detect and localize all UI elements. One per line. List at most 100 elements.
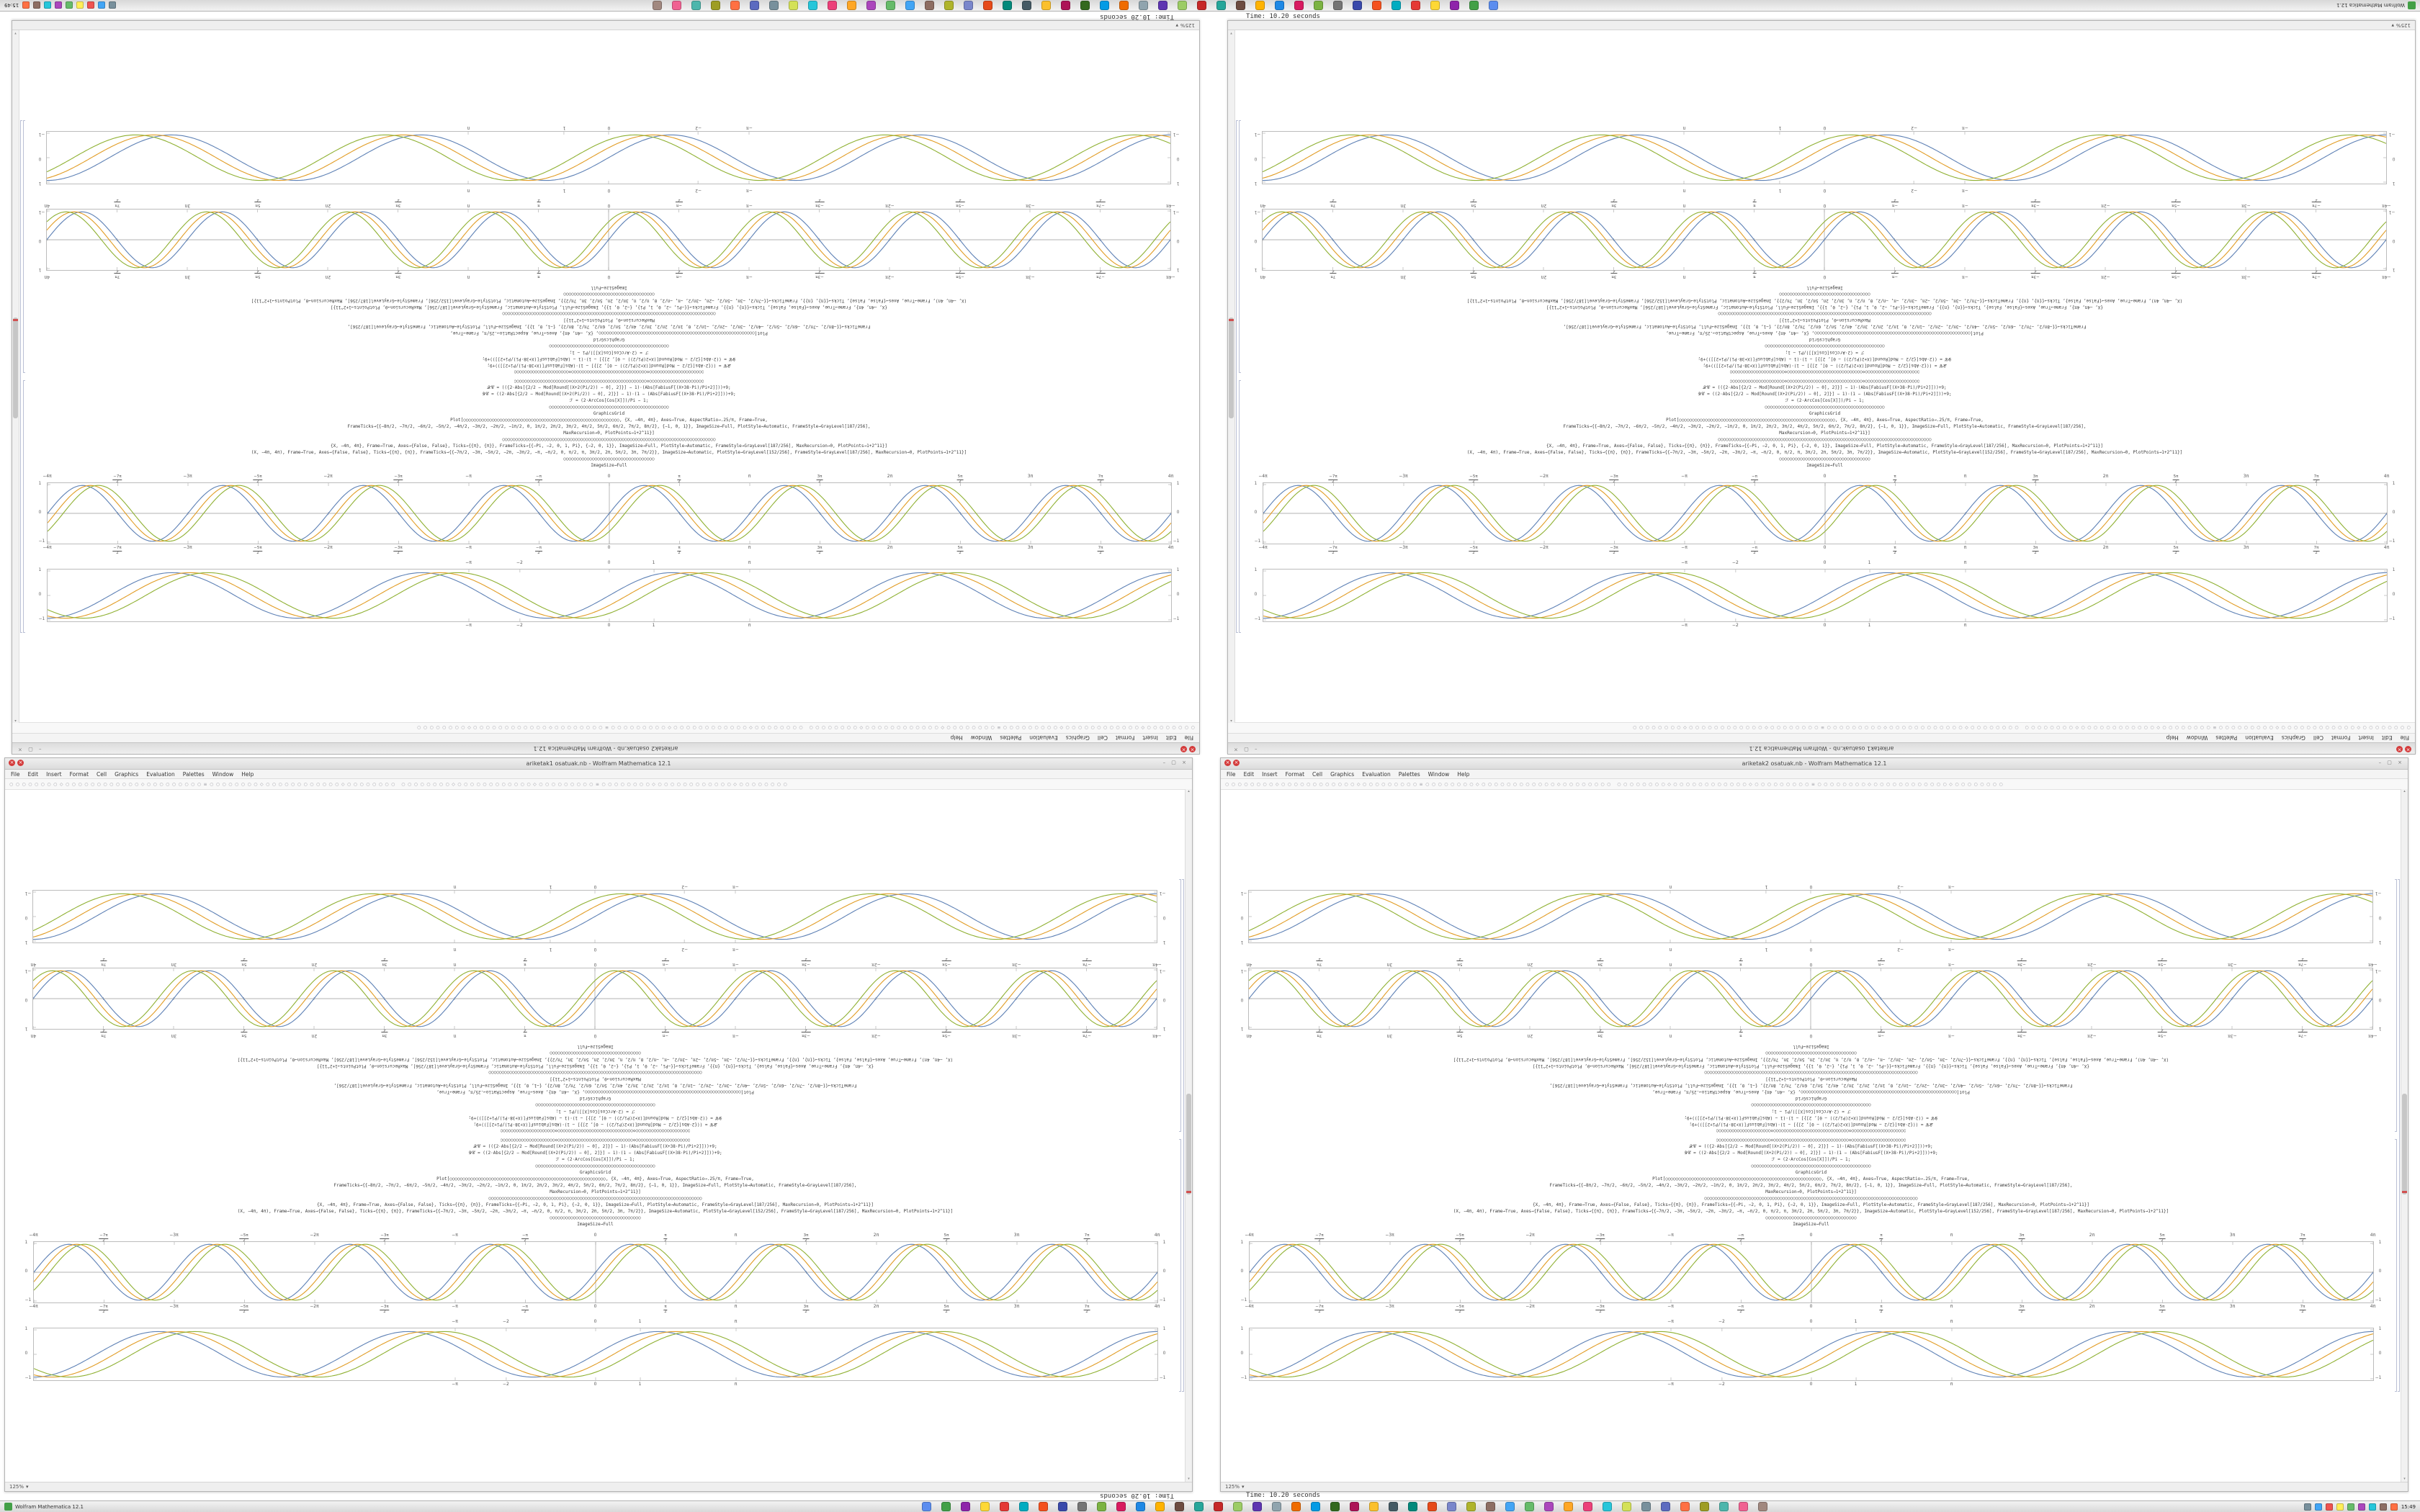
menu-item-window[interactable]: Window	[2186, 734, 2208, 742]
code-line[interactable]: 𝒳𝒞 = (({2·Abs[{2/2 − Mod[Round[(X+2(Pi/2…	[1703, 363, 1947, 368]
zoom-level[interactable]: 125%	[9, 1484, 24, 1490]
code-line[interactable]: ℱ = (2·ArcCos[Cos[X]])/Pi − 1;	[569, 350, 649, 355]
code-line[interactable]: ImageSize→Full	[577, 1222, 614, 1227]
taskbar-app-icon[interactable]	[1603, 1502, 1612, 1511]
code-line[interactable]: Plot[○○○○○○○○○○○○○○○○○○○○○○○○○○○○○○○○○○○…	[1652, 1176, 1970, 1182]
code-line[interactable]: GraphicsGrid	[593, 337, 625, 342]
close-icon[interactable]: ×	[1180, 746, 1187, 752]
code-line[interactable]: ImageSize→Full	[1793, 1044, 1829, 1049]
menu-item-graphics[interactable]: Graphics	[115, 770, 139, 778]
code-line[interactable]: Plot[○○○○○○○○○○○○○○○○○○○○○○○○○○○○○○○○○○○…	[1666, 330, 1984, 336]
code-line[interactable]: ○○○○○○○○○○○○○○○○○○○○○○○○○○○○○○○○○○○○○○○○…	[1751, 1102, 1871, 1107]
taskbar-app-icon[interactable]	[1233, 1502, 1242, 1511]
taskbar-app-icon[interactable]	[1408, 1502, 1417, 1511]
cell-bracket-upper[interactable]	[2395, 879, 2397, 1133]
code-line[interactable]: ○○○○○○○○○○○○○○○○○○○○○○○○○○○○○○○○○○○	[1779, 292, 1870, 297]
taskbar-app-icon[interactable]	[1275, 1, 1284, 10]
code-line[interactable]: {X, −4π, 4π}, Frame→True, Axes→{False, F…	[316, 1202, 874, 1207]
taskbar-app-icon[interactable]	[769, 1, 779, 10]
menu-item-help[interactable]: Help	[950, 734, 963, 742]
menu-item-file[interactable]: File	[1184, 734, 1193, 742]
tray-icon[interactable]	[109, 1, 117, 9]
close-icon[interactable]: ×	[9, 760, 15, 766]
close-icon[interactable]: ×	[1224, 760, 1231, 766]
zoom-menu-arrow[interactable]: ▾	[26, 1484, 29, 1490]
code-line[interactable]: MaxRecursion→0, PlotPoints→1+2^11}]	[1779, 318, 1870, 323]
taskbar-app-icon[interactable]	[941, 1502, 951, 1511]
menu-item-palettes[interactable]: Palettes	[1000, 734, 1022, 742]
taskbar-app-icon[interactable]	[1236, 1, 1245, 10]
taskbar-app-icon[interactable]	[1564, 1502, 1573, 1511]
menu-item-insert[interactable]: Insert	[1142, 734, 1158, 742]
taskbar-app-icon[interactable]	[1155, 1502, 1165, 1511]
scroll-up-icon[interactable]: ▴	[1188, 789, 1190, 793]
code-line[interactable]: GraphicsGrid	[1809, 411, 1841, 416]
code-line[interactable]: (X, −4π, 4π), Frame→True, Axes→{False, F…	[237, 1057, 954, 1062]
code-line[interactable]: ℱ = (2·ArcCos[Cos[X]])/Pi − 1;	[1771, 1157, 1851, 1162]
menu-item-file[interactable]: File	[2400, 734, 2409, 742]
cell-bracket-outer[interactable]	[1182, 879, 1184, 1392]
menu-item-window[interactable]: Window	[212, 770, 234, 778]
taskbar-app-icon[interactable]	[691, 1, 701, 10]
taskbar-app-icon[interactable]	[1544, 1502, 1554, 1511]
taskbar-app-icon[interactable]	[922, 1502, 931, 1511]
taskbar-app-icon[interactable]	[925, 1, 934, 10]
code-line[interactable]: ○○○○○○○○○○○○○○○○○○○○○○○○○○○○○○○○○○○	[550, 1215, 641, 1220]
code-line[interactable]: 𝒴𝒞 = ((2·Abs[{2/2 − Mod[Round[(X+2(Pi/2)…	[1698, 392, 1952, 397]
tray-icon[interactable]	[44, 1, 52, 9]
taskbar-app-icon[interactable]	[1719, 1502, 1729, 1511]
close-icon[interactable]: ×	[17, 760, 24, 766]
code-line[interactable]: GraphicsGrid	[1795, 1096, 1827, 1101]
code-line[interactable]: ○○○○○○○○○○○○○○○○○○○○○○○○○○○○○○○○○○○○○○○○…	[1704, 1196, 1918, 1201]
menu-item-graphics[interactable]: Graphics	[1330, 770, 1355, 778]
code-line[interactable]: ○○○○○○○○○○○○○○○○○○○○○◇○○○○○○○○○○○○○○○○○○…	[1729, 369, 1920, 374]
taskbar-app-icon[interactable]	[1372, 1, 1381, 10]
taskbar-app-icon[interactable]	[1252, 1502, 1262, 1511]
code-line[interactable]: MaxRecursion→0, PlotPoints→1+2^11}]	[1779, 431, 1870, 436]
code-line[interactable]: 𝒴𝒞 = ((2·Abs[{2/2 − Mod[Round[(X+2(Pi/2)…	[468, 1115, 722, 1120]
code-line[interactable]: ℱ = (2·ArcCos[Cos[X]])/Pi − 1;	[555, 1157, 635, 1162]
menu-item-insert[interactable]: Insert	[1262, 770, 1278, 778]
code-line[interactable]: ○○○○○○○○○○○○○○○○○○○○○○○○○○○○○○○○○○○○○○○○…	[1765, 343, 1885, 348]
menu-item-help[interactable]: Help	[241, 770, 254, 778]
tray-icon[interactable]	[2325, 1503, 2333, 1511]
code-cell[interactable]: ○○○○○○○○○○○○○○○○○○○○○◇○○○○○○○○○○○○○○○○○○…	[6, 1043, 1184, 1134]
cell-bracket-lower[interactable]	[2395, 1138, 2397, 1392]
taskbar-app-icon[interactable]	[1622, 1502, 1631, 1511]
menu-item-palettes[interactable]: Palettes	[1398, 770, 1420, 778]
code-line[interactable]: 𝒳𝒞 = (({2·Abs[{2/2 − Mod[Round[(X+2(Pi/2…	[473, 1122, 717, 1127]
code-line[interactable]: MaxRecursion→0, PlotPoints→1+2^11}]	[563, 431, 655, 436]
code-line[interactable]: FrameTicks→{{−8π/2, −7π/2, −6π/2, −5π/2,…	[1549, 1183, 2073, 1188]
menu-item-edit[interactable]: Edit	[27, 770, 39, 778]
taskbar-app-icon[interactable]	[1583, 1502, 1592, 1511]
code-line[interactable]: GraphicsGrid	[1795, 1170, 1827, 1175]
taskbar-window-button[interactable]: Wolfram Mathematica 12.1	[2336, 1, 2416, 9]
vertical-scrollbar[interactable]: ▴ ▾	[1185, 789, 1192, 1482]
menu-item-evaluation[interactable]: Evaluation	[146, 770, 175, 778]
taskbar-app-icon[interactable]	[1291, 1502, 1301, 1511]
window-titlebar[interactable]: × × ariketak1 osatuak.nb - Wolfram Mathe…	[5, 758, 1192, 770]
code-line[interactable]: ○○○○○○○○○○○○○○○○○○○○○○○○○○○○○○○○○○○○○○○○…	[502, 311, 716, 316]
scrollbar-thumb[interactable]	[1186, 1094, 1191, 1195]
taskbar-app-icon[interactable]	[1758, 1502, 1767, 1511]
zoom-level[interactable]: 125%	[1180, 22, 1195, 28]
code-line[interactable]: ○○○○○○○○○○○○○○○○○○○○○○○○○○○○○○○○○○○	[1765, 1050, 1857, 1056]
taskbar-app-icon[interactable]	[1000, 1502, 1009, 1511]
code-line[interactable]: 𝒴𝒞 = ((2·Abs[{2/2 − Mod[Round[(X+2(Pi/2)…	[468, 1151, 722, 1156]
taskbar-app-icon[interactable]	[944, 1, 954, 10]
code-line[interactable]: FrameTicks→{{−8π/2, −7π/2, −6π/2, −5π/2,…	[333, 1083, 857, 1088]
taskbar-app-icon[interactable]	[886, 1, 895, 10]
tray-icon[interactable]	[76, 1, 84, 9]
zoom-level[interactable]: 125%	[1225, 1484, 1240, 1490]
menu-item-format[interactable]: Format	[69, 770, 89, 778]
code-line[interactable]: ○○○○○○○○○○○○○○○○○○○○○○○○○○○○○○○○○○○○○○○○…	[1704, 1070, 1918, 1075]
code-cell[interactable]: ○○○○○○○○○○○○○○○○○○○○○◇○○○○○○○○○○○○○○○○○○…	[20, 378, 1198, 469]
code-line[interactable]: {X, −4π, 4π}, Frame→True, Axes→{False, F…	[330, 305, 888, 310]
menu-item-file[interactable]: File	[11, 770, 20, 778]
zoom-menu-arrow[interactable]: ▾	[1242, 1484, 1245, 1490]
code-line[interactable]: ImageSize→Full	[1806, 463, 1843, 468]
zoom-menu-arrow[interactable]: ▾	[2391, 22, 2394, 28]
code-line[interactable]: ImageSize→Full	[577, 1044, 614, 1049]
code-line[interactable]: 𝒴𝒞 = ((2·Abs[{2/2 − Mod[Round[(X+2(Pi/2)…	[482, 392, 736, 397]
taskbar-app-icon[interactable]	[964, 1, 973, 10]
